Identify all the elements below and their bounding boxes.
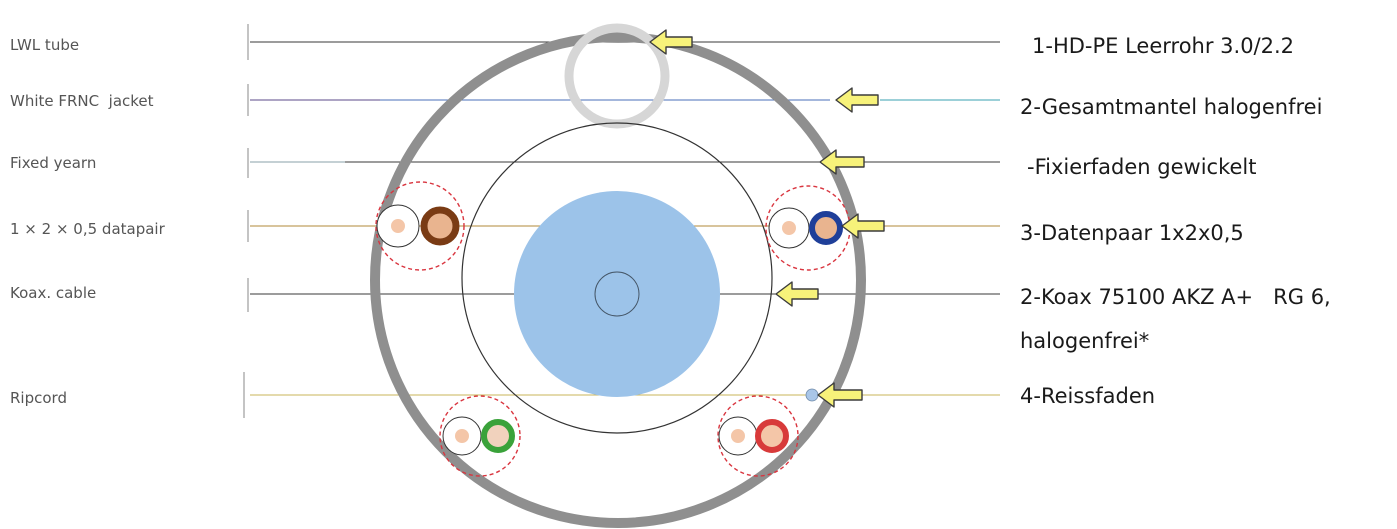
- arrow-fixed-yarn: [819, 149, 865, 175]
- lwl-tube-ring: [564, 23, 670, 129]
- label-datapair: 1 × 2 × 0,5 datapair: [10, 220, 166, 238]
- ripcord-thread: [805, 388, 819, 402]
- label-ripcord: Ripcord: [10, 389, 67, 407]
- datapair-left-brown-core: [420, 206, 460, 246]
- pointer-arrows: [649, 29, 885, 408]
- label-reissfaden: 4-Reissfaden: [1020, 384, 1155, 408]
- datapair-left-dashed-outline: [375, 181, 465, 271]
- label-hdpe-leerrohr: 1-HD-PE Leerrohr 3.0/2.2: [1032, 34, 1294, 58]
- datapair-left: [375, 181, 465, 271]
- label-koax-cable: Koax. cable: [10, 284, 96, 302]
- arrow-datapair: [841, 213, 885, 239]
- arrow-jacket: [835, 87, 879, 113]
- datapair-bottom-left-dashed-outline: [439, 395, 521, 477]
- datapair-left-white-conductor: [391, 219, 405, 233]
- datapair-bottom-left: [439, 395, 521, 477]
- datapair-bottom-right-red-core: [755, 419, 789, 453]
- arrow-koax: [775, 281, 819, 307]
- left-labels: LWL tube White FRNC jacket Fixed yearn 1…: [10, 36, 166, 407]
- label-datenpaar: 3-Datenpaar 1x2x0,5: [1020, 221, 1244, 245]
- label-white-frnc-jacket: White FRNC jacket: [10, 92, 154, 110]
- left-tick-marks: [243, 24, 249, 418]
- datapair-bottom-left-white-conductor: [455, 429, 469, 443]
- datapair-bottom-right-white-conductor: [731, 429, 745, 443]
- label-fixierfaden: -Fixierfaden gewickelt: [1027, 155, 1256, 179]
- right-labels: 1-HD-PE Leerrohr 3.0/2.2 2-Gesamtmantel …: [1020, 34, 1331, 408]
- datapair-bottom-left-green-core: [481, 419, 515, 453]
- datapair-bottom-right: [717, 395, 799, 477]
- cable-cross-section: [370, 23, 866, 528]
- datapair-right: [765, 185, 851, 271]
- outer-jacket-ring: [370, 32, 866, 528]
- label-lwl-tube: LWL tube: [10, 36, 79, 54]
- coax-inner-conductor: [594, 271, 640, 317]
- datapair-right-blue-core: [809, 211, 843, 245]
- label-koax-line1: 2-Koax 75100 AKZ A+ RG 6,: [1020, 285, 1331, 309]
- arrow-ripcord: [817, 382, 863, 408]
- label-koax-line2: halogenfrei*: [1020, 329, 1149, 353]
- datapair-bottom-right-dashed-outline: [717, 395, 799, 477]
- coax-dielectric: [514, 191, 720, 397]
- label-fixed-yarn: Fixed yearn: [10, 154, 96, 172]
- datapair-right-white-conductor: [782, 221, 796, 235]
- fixing-yarn-circle: [461, 122, 773, 434]
- label-gesamtmantel: 2-Gesamtmantel halogenfrei: [1020, 95, 1322, 119]
- arrow-lwl-tube: [649, 29, 693, 55]
